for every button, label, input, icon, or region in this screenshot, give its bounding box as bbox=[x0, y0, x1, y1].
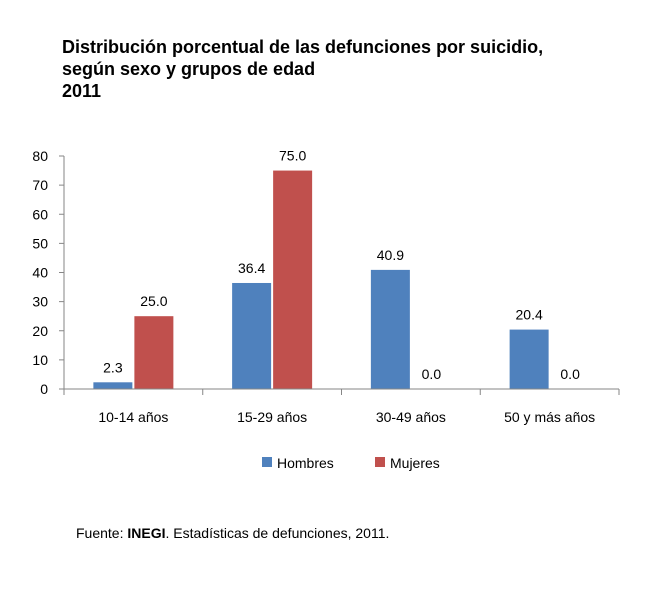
bar-hombres bbox=[509, 329, 549, 389]
data-label-mujeres: 75.0 bbox=[279, 148, 306, 164]
data-label-mujeres: 0.0 bbox=[560, 366, 580, 382]
legend-swatch-hombres bbox=[262, 457, 272, 467]
x-tick-label: 10-14 años bbox=[98, 409, 168, 425]
y-tick-label: 20 bbox=[32, 323, 48, 339]
source-rest: . Estadísticas de defunciones, 2011. bbox=[165, 525, 390, 541]
legend-swatch-mujeres bbox=[375, 457, 385, 467]
bar-hombres bbox=[370, 269, 410, 389]
source-org: INEGI bbox=[127, 525, 166, 541]
data-label-hombres: 36.4 bbox=[238, 260, 265, 276]
bar-hombres bbox=[93, 382, 133, 389]
data-label-mujeres: 0.0 bbox=[422, 366, 442, 382]
legend-label-mujeres: Mujeres bbox=[390, 455, 440, 471]
data-label-mujeres: 25.0 bbox=[140, 293, 167, 309]
chart-title-line-2: según sexo y grupos de edad bbox=[62, 59, 316, 79]
bar-hombres bbox=[232, 282, 272, 389]
x-tick-label: 50 y más años bbox=[504, 409, 595, 425]
data-label-hombres: 20.4 bbox=[516, 307, 543, 323]
data-label-hombres: 2.3 bbox=[103, 359, 123, 375]
data-label-hombres: 40.9 bbox=[377, 247, 404, 263]
y-tick-label: 30 bbox=[32, 294, 48, 310]
y-tick-label: 0 bbox=[40, 381, 48, 397]
y-tick-label: 10 bbox=[32, 352, 48, 368]
y-tick-label: 80 bbox=[32, 148, 48, 164]
y-tick-label: 60 bbox=[32, 206, 48, 222]
source-note: Fuente: INEGI. Estadísticas de defuncion… bbox=[76, 524, 389, 542]
legend-label-hombres: Hombres bbox=[277, 455, 334, 471]
source-prefix: Fuente: bbox=[76, 525, 128, 541]
x-tick-label: 30-49 años bbox=[376, 409, 446, 425]
chart-title: Distribución porcentual de las defuncion… bbox=[62, 36, 543, 102]
y-tick-label: 40 bbox=[32, 265, 48, 281]
chart-title-line-1: Distribución porcentual de las defuncion… bbox=[62, 37, 544, 57]
bar-mujeres bbox=[134, 316, 174, 389]
x-tick-label: 15-29 años bbox=[237, 409, 307, 425]
y-tick-label: 70 bbox=[32, 177, 48, 193]
y-tick-label: 50 bbox=[32, 235, 48, 251]
bar-mujeres bbox=[273, 170, 313, 389]
chart-title-line-3: 2011 bbox=[62, 81, 102, 101]
